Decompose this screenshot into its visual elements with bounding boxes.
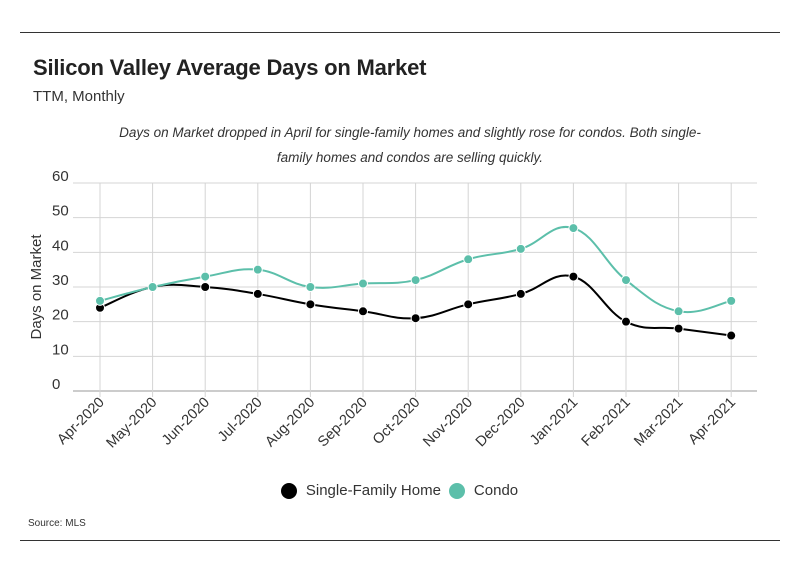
data-point-single-family xyxy=(568,271,579,282)
series-condo xyxy=(95,223,737,317)
x-tick-label: Feb-2021 xyxy=(579,395,634,450)
data-point-single-family xyxy=(200,282,211,292)
legend-label-condo: Condo xyxy=(473,482,519,499)
data-point-condo xyxy=(463,254,474,265)
y-tick-label: 10 xyxy=(52,341,69,358)
legend-label-single-family: Single-Family Home xyxy=(305,482,441,499)
data-point-condo xyxy=(305,282,316,292)
data-point-condo xyxy=(147,282,158,292)
data-point-condo xyxy=(358,278,368,289)
legend-item-condo: Condo xyxy=(448,482,519,499)
x-tick-label: Aug-2020 xyxy=(262,395,318,451)
source-note: Source: MLS xyxy=(28,518,86,529)
x-tick-label: Apr-2021 xyxy=(686,395,739,448)
data-point-condo xyxy=(621,275,631,286)
data-point-single-family xyxy=(726,330,737,341)
data-point-condo xyxy=(95,295,105,306)
data-point-single-family xyxy=(358,306,368,317)
y-tick-label: 40 xyxy=(52,237,69,254)
series-lines xyxy=(95,223,737,341)
data-point-condo xyxy=(410,275,421,286)
y-tick-label: 0 xyxy=(52,376,60,393)
data-point-condo xyxy=(252,264,263,275)
chart-subtitle: TTM, Monthly xyxy=(33,88,125,105)
grid-lines xyxy=(73,182,757,397)
x-tick-label: Jun-2020 xyxy=(159,395,213,449)
legend-swatch-condo xyxy=(448,482,465,499)
bottom-rule xyxy=(20,540,780,541)
data-point-condo xyxy=(568,223,579,234)
legend-swatch-single-family xyxy=(280,482,297,499)
data-point-single-family xyxy=(305,299,316,310)
y-tick-label: 60 xyxy=(52,168,69,185)
data-point-condo xyxy=(515,243,526,254)
chart-title: Silicon Valley Average Days on Market xyxy=(33,55,427,80)
x-tick-label: Nov-2020 xyxy=(420,395,476,451)
data-point-single-family xyxy=(410,313,421,324)
data-point-single-family xyxy=(621,316,631,327)
data-point-single-family xyxy=(463,299,474,310)
y-axis-label: Days on Market xyxy=(28,234,45,340)
x-tick-label: Mar-2021 xyxy=(631,395,686,450)
y-axis-ticks: 0 10 20 30 40 50 60 xyxy=(52,168,69,393)
x-tick-label: Apr-2020 xyxy=(54,395,107,448)
y-tick-label: 20 xyxy=(52,307,69,324)
data-point-single-family xyxy=(252,288,263,299)
x-tick-label: May-2020 xyxy=(104,395,161,452)
data-point-condo xyxy=(200,271,211,282)
x-tick-label: Sep-2020 xyxy=(315,395,371,451)
data-point-condo xyxy=(673,306,684,317)
data-point-single-family xyxy=(673,323,684,334)
data-point-single-family xyxy=(515,288,526,299)
top-rule xyxy=(20,32,780,33)
x-tick-label: Dec-2020 xyxy=(473,395,529,451)
x-tick-label: Jul-2020 xyxy=(215,395,266,446)
chart-annotation: Days on Market dropped in April for sing… xyxy=(119,125,701,165)
legend: Single-Family Home Condo xyxy=(0,482,799,499)
data-point-condo xyxy=(726,295,737,306)
y-tick-label: 50 xyxy=(52,203,69,220)
x-tick-label: Jan-2021 xyxy=(527,395,581,449)
legend-item-single-family: Single-Family Home xyxy=(280,482,441,499)
y-tick-label: 30 xyxy=(52,272,69,289)
x-tick-label: Oct-2020 xyxy=(370,395,423,448)
